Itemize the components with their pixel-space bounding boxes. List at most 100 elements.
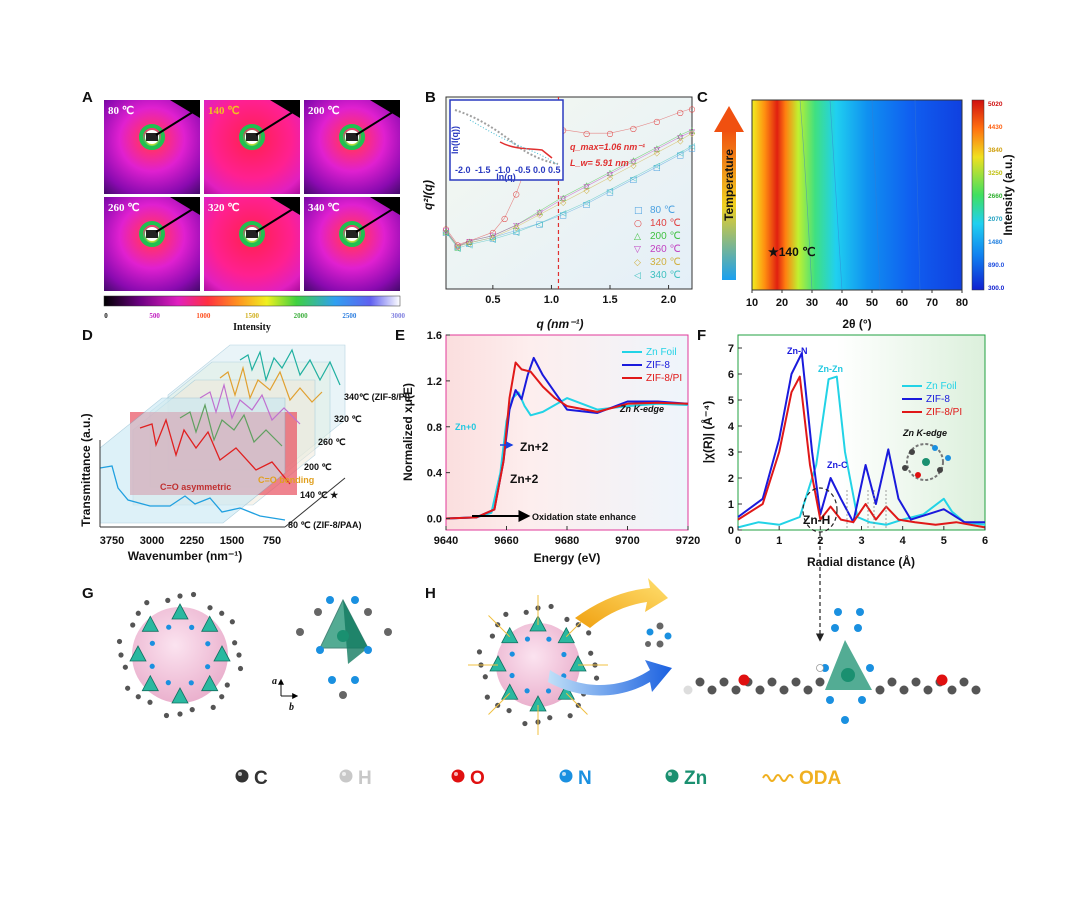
inset-tick: -0.5: [515, 165, 531, 175]
panel-b-saxs-plot: □□□□□□□□□□□□□○○○○○○○○○○○○○○○○△△△△△△△△△△△…: [421, 96, 696, 331]
chain-atom: [899, 685, 909, 695]
chain-atom: [887, 677, 897, 687]
c-colorbar-tick: 4430: [988, 124, 1003, 131]
e-xtick-label: 9640: [434, 535, 458, 547]
b-data-point: ◇: [583, 186, 590, 195]
carbon-atom: [219, 610, 225, 616]
c-xtick-label: 10: [746, 297, 758, 309]
e-ytick-label: 0.8: [427, 422, 442, 434]
carbon-atom: [229, 619, 235, 625]
b-data-point: ○: [583, 129, 590, 138]
inset-tick: -1.5: [475, 165, 491, 175]
f-xtick-label: 6: [982, 535, 988, 547]
nitrogen-atom: [524, 688, 530, 694]
panel-label-d: D: [82, 327, 93, 344]
panel-d-ylabel: Transmittance (a.u.): [79, 413, 93, 526]
panel-label-f: F: [697, 327, 706, 344]
temp-label-340: 340 ℃: [308, 202, 340, 214]
element-legend-ball: [665, 769, 679, 783]
c-xtick-label: 80: [956, 297, 968, 309]
d-xtick-label: 3000: [140, 535, 164, 547]
panel-e-xanes: Zn Foil ZIF-8 ZIF-8/PI Zn K-edge Oxidation…: [401, 330, 700, 565]
lw-annotation: L_w= 5.91 nm: [570, 158, 629, 168]
panel-label-g: G: [82, 585, 94, 602]
b-data-point: ▽: [466, 237, 473, 246]
e-series-line: [445, 361, 689, 520]
chain-atom: [767, 677, 777, 687]
e-xtick-label: 9720: [676, 535, 700, 547]
zn-tetrahedron: [501, 683, 519, 700]
carbon-atom: [130, 622, 136, 628]
carbon-atom: [219, 694, 225, 700]
f-zn-c-label: Zn-C: [827, 460, 848, 470]
oda-chain: [565, 692, 588, 715]
trace-label-140: 140 ℃ ★: [300, 490, 339, 500]
chain-atom: [815, 677, 825, 687]
zn-atom: [841, 668, 855, 682]
temperature-arrow: [722, 130, 736, 280]
nitrogen-atom: [165, 680, 171, 686]
carbon-atom: [522, 720, 528, 727]
panel-b-xticks: 0.5 1.0 1.5 2.0: [485, 285, 676, 306]
zif8-pi-framework: [468, 595, 608, 735]
panel-e-legend: Zn Foil ZIF-8 ZIF-8/PI: [622, 347, 682, 384]
nitrogen-atom: [149, 640, 155, 646]
colorbar-a-tick: 3000: [391, 312, 406, 320]
trace-label-80: 80 ℃ (ZIF-8/PAA): [288, 520, 361, 530]
nitrogen-atom: [205, 664, 211, 670]
inset-tick: -2.0: [455, 165, 471, 175]
b-data-point: ◁: [512, 228, 519, 237]
chain-atom: [971, 685, 981, 695]
carbon-atom: [118, 652, 124, 658]
f-ytick-label: 3: [728, 447, 734, 459]
colorbar-a: [103, 295, 401, 307]
release-arrow: [548, 660, 672, 696]
zn-tetrahedron: [201, 674, 219, 692]
temp-label-80: 80 ℃: [108, 105, 134, 117]
b-data-point: ◁: [442, 228, 449, 237]
inset-tick: -1.0: [495, 165, 511, 175]
saxs-image-340: 340 ℃: [304, 197, 400, 291]
f-ytick-label: 7: [728, 343, 734, 355]
e-legend-label: ZIF-8: [646, 360, 670, 371]
e-xtick-label: 9660: [494, 535, 518, 547]
b-legend-marker: ○: [634, 219, 642, 229]
carbon-atom: [503, 611, 509, 617]
f-xtick-label: 4: [900, 535, 907, 547]
axis-b-label: b: [289, 702, 294, 713]
d-xtick-label: 750: [263, 535, 281, 547]
b-series-line: [445, 145, 693, 249]
b-data-point: ▽: [677, 133, 684, 142]
panel-e-xticks: 9640 9660 9680 9700 9720: [434, 526, 700, 547]
element-legend-ball: [559, 769, 573, 783]
imidazole-fragment: [645, 622, 672, 648]
colorbar-a-tick: 1500: [245, 312, 260, 320]
panel-b-series: □□□□□□□□□□□□□○○○○○○○○○○○○○○○○△△△△△△△△△△△…: [442, 105, 696, 254]
panel-f-legend: Zn Foil ZIF-8 ZIF-8/PI: [902, 381, 962, 418]
zn-tetrahedron: [213, 645, 231, 662]
element-legend-label: Zn: [684, 768, 707, 789]
panel-label-c: C: [697, 89, 708, 106]
e-xtick-label: 9700: [615, 535, 639, 547]
c-xtick-label: 30: [806, 297, 818, 309]
trace-label-200: 200 ℃: [304, 462, 332, 472]
nitrogen-atom: [834, 608, 842, 616]
chain-atom: [779, 685, 789, 695]
heatmap-140-marker: ★140 ℃: [768, 245, 816, 259]
f-ytick-label: 6: [728, 369, 734, 381]
d-xtick-label: 3750: [100, 535, 124, 547]
oda-chain: [488, 692, 511, 715]
element-legend-label: N: [578, 768, 592, 789]
b-data-point: ○: [677, 108, 684, 117]
saxs-image-200: 200 ℃: [304, 100, 400, 194]
b-data-point: □: [606, 188, 614, 197]
zn-tetrahedron: [501, 626, 519, 644]
b-data-point: ○: [653, 117, 660, 126]
d-xtick-label: 2250: [180, 535, 204, 547]
b-data-point: ▽: [583, 182, 590, 191]
b-data-point: ◁: [465, 241, 472, 250]
f-ytick-label: 5: [728, 395, 734, 407]
b-data-point: ◁: [559, 209, 566, 218]
zn-tetrahedron: [201, 615, 219, 632]
